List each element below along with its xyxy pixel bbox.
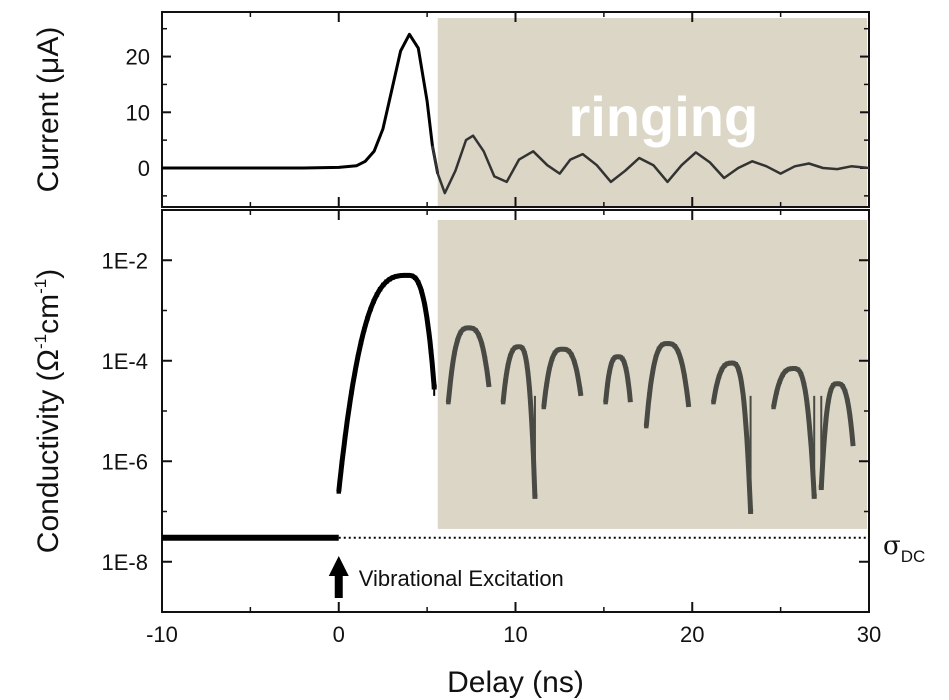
x-tick-label: 20 (680, 622, 704, 647)
vibrational-excitation-label: Vibrational Excitation (359, 566, 564, 591)
conductivity-main-peak-point (336, 489, 341, 494)
current-y-tick-label: 20 (126, 45, 150, 70)
ylabel-omega: Ω (32, 349, 65, 371)
conductivity-dip-point (431, 384, 437, 390)
sigma-subscript: DC (901, 547, 926, 566)
conductivity-y-tick-label: 1E-8 (102, 550, 148, 575)
ringing-label: ringing (568, 85, 758, 148)
ylabel-pre: Conductivity ( (32, 371, 65, 553)
current-y-tick-label: 10 (126, 100, 150, 125)
conductivity-ringing-arc (643, 341, 692, 427)
current-trace-ringing (431, 134, 870, 195)
current-trace-main (162, 32, 440, 174)
excitation-arrow (328, 556, 349, 598)
conductivity-ringing-arc (711, 360, 754, 512)
x-axis-label: Delay (ns) (447, 666, 584, 699)
conductivity-y-tick-label: 1E-6 (102, 449, 148, 474)
conductivity-ringing-arc-point (644, 423, 649, 429)
conductivity-dip-point (811, 493, 817, 499)
x-tick-label: 30 (857, 622, 881, 647)
conductivity-ringing-arc (771, 366, 817, 497)
conductivity-main-peak (336, 272, 437, 492)
conductivity-dip-point (818, 485, 824, 491)
ylabel-post: ) (32, 269, 65, 279)
sigma-symbol: σ (883, 531, 901, 561)
conductivity-y-axis-label: Conductivity (Ω-1cm-1) (31, 269, 65, 553)
conductivity-ringing-arc (541, 346, 584, 408)
conductivity-ringing-arc-point (771, 404, 776, 410)
conductivity-ringing-arc (445, 325, 492, 403)
conductivity-ringing-arc (818, 381, 856, 488)
current-trace (162, 32, 870, 195)
x-tick-label: -10 (146, 622, 178, 647)
excitation-arrow-icon (328, 556, 349, 598)
conductivity-dip-point (532, 493, 538, 499)
sigma-dc-label: σDC (883, 531, 925, 566)
conductivity-y-tick-label: 1E-4 (102, 349, 148, 374)
conductivity-ringing-arc (603, 354, 633, 403)
ylabel-exp2: -1 (31, 279, 50, 294)
conductivity-y-tick-label: 1E-2 (102, 248, 148, 273)
conductivity-panel: 1E-8 1E-6 1E-4 1E-2 -10 0 10 20 30 Vibrational E… (31, 209, 925, 699)
conductivity-dip-point (748, 509, 754, 514)
conductivity-ringing-arc-point (541, 404, 546, 410)
current-panel: 0 10 20 ringing Current (μA) (32, 11, 870, 208)
conductivity-ringing-arc (500, 344, 538, 497)
conductivity-points (336, 272, 856, 514)
ylabel-cm: cm (32, 294, 65, 334)
current-y-axis-label: Current (μA) (32, 27, 65, 193)
current-y-tick-label: 0 (138, 156, 150, 181)
x-tick-label: 0 (333, 622, 345, 647)
ylabel-exp1: -1 (31, 334, 50, 349)
conductivity-axis-ticks: 1E-8 1E-6 1E-4 1E-2 -10 0 10 20 30 (102, 209, 881, 647)
x-tick-label: 10 (503, 622, 527, 647)
